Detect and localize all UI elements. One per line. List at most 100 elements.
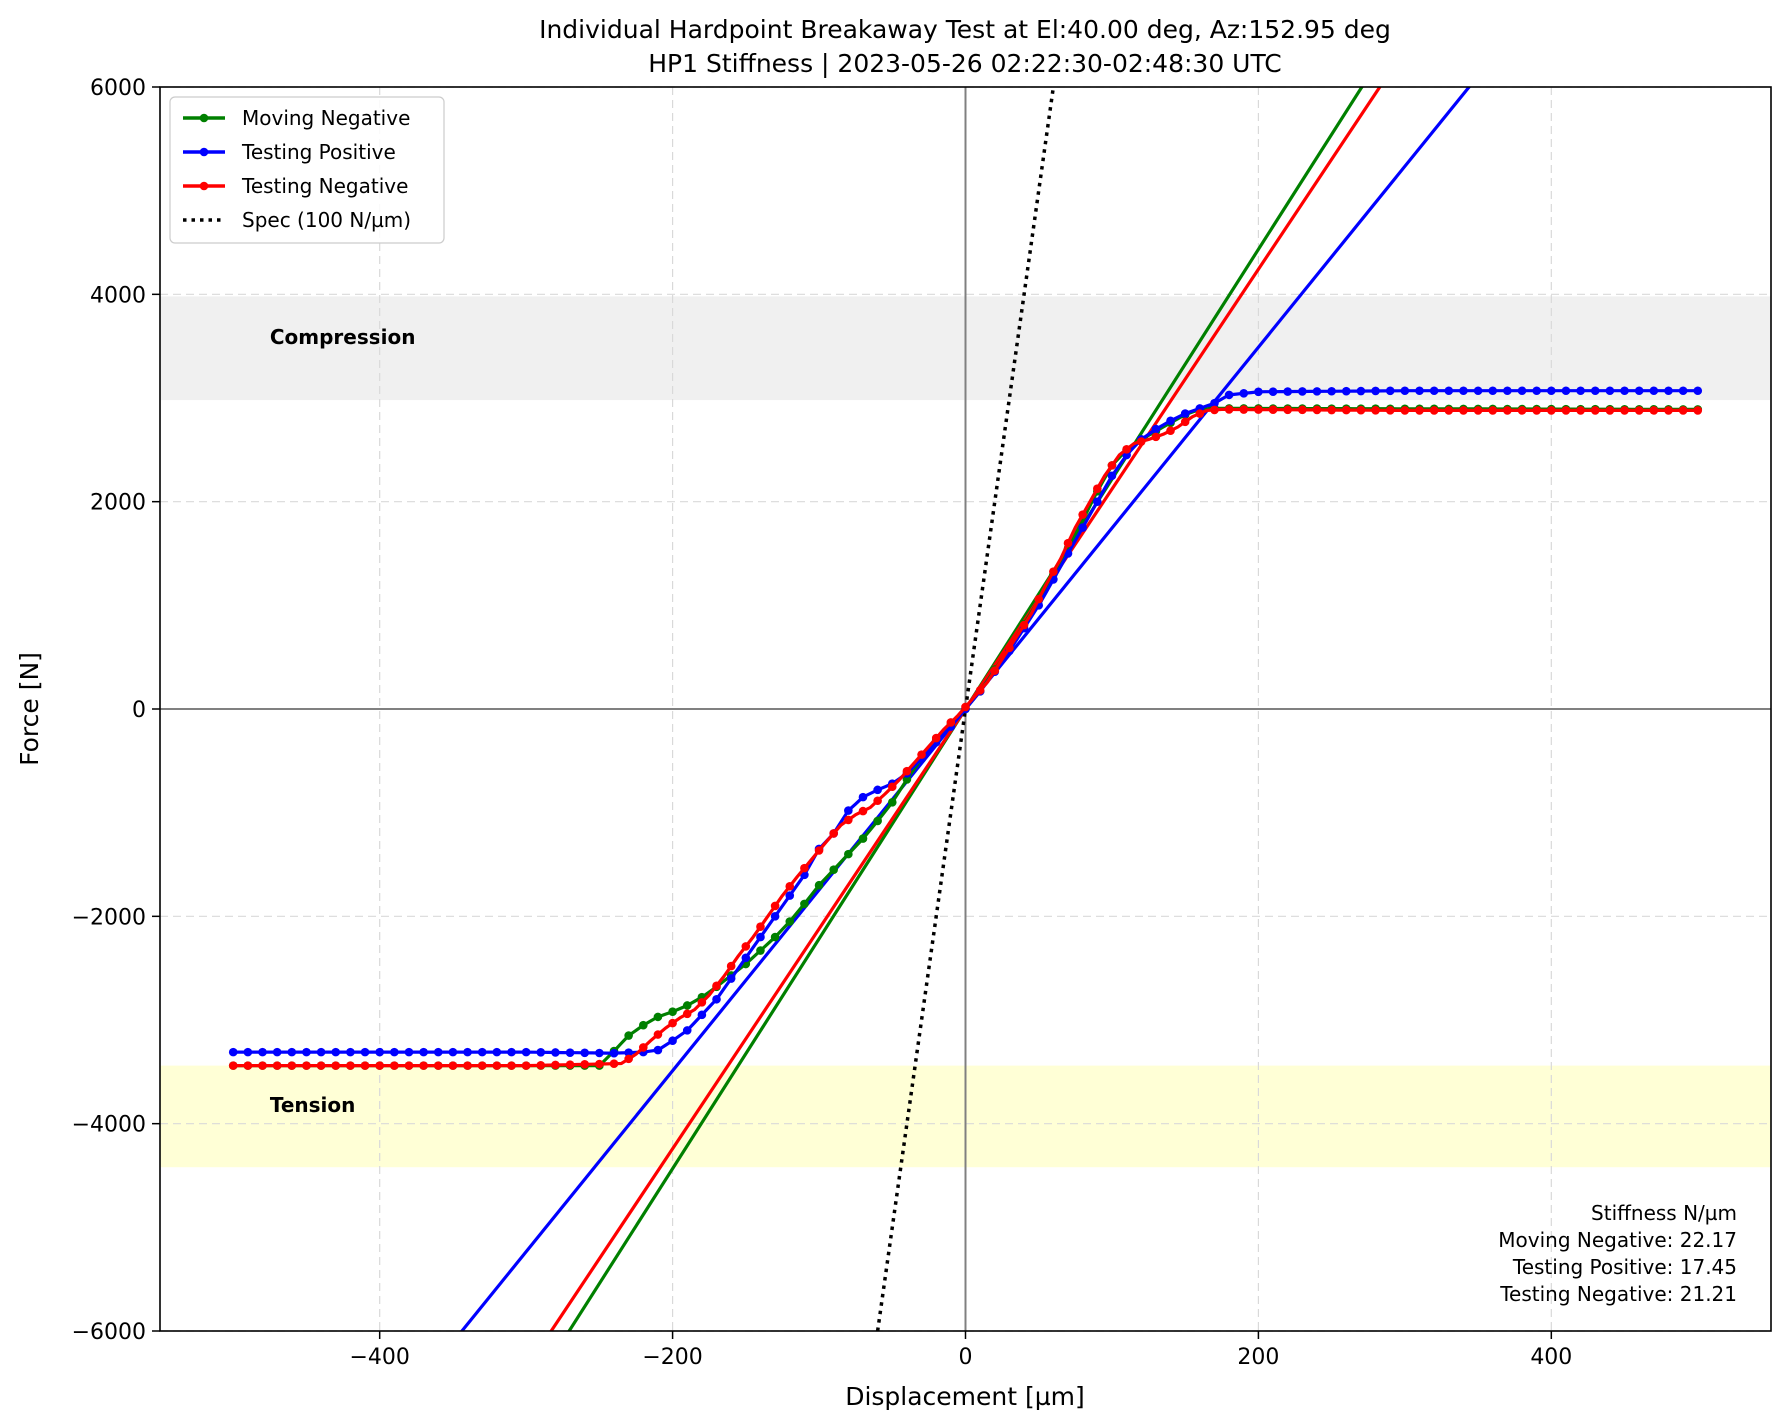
data-point — [1195, 409, 1205, 418]
stiffness-title: Stiffness N/µm — [1591, 1201, 1737, 1225]
data-point — [1620, 406, 1629, 415]
data-point — [1561, 406, 1571, 415]
x-tick-label: 0 — [959, 1345, 973, 1370]
data-point — [1093, 484, 1102, 494]
data-point — [873, 816, 882, 826]
data-point — [814, 880, 824, 890]
data-point — [565, 1060, 575, 1069]
data-point — [1649, 406, 1659, 415]
data-point — [609, 1059, 619, 1068]
data-point — [770, 912, 780, 921]
data-point — [800, 899, 809, 909]
data-point — [346, 1061, 355, 1070]
spec-line — [875, 87, 1056, 1331]
data-point — [404, 1061, 414, 1070]
y-tick-label: 6000 — [90, 76, 146, 101]
data-point — [1049, 567, 1058, 576]
data-point — [521, 1047, 531, 1057]
data-point — [419, 1061, 428, 1070]
data-point — [697, 1010, 707, 1020]
legend-label: Spec (100 N/µm) — [242, 208, 411, 232]
data-point — [1664, 386, 1673, 396]
data-point — [1517, 386, 1527, 396]
data-point — [390, 1047, 399, 1057]
data-point — [873, 796, 882, 806]
data-point — [1576, 386, 1585, 396]
data-point — [756, 932, 765, 942]
data-point — [287, 1047, 297, 1057]
x-axis-label: Displacement [µm] — [845, 1382, 1085, 1411]
data-point — [1078, 510, 1087, 519]
data-point — [1385, 386, 1395, 396]
data-point — [682, 1009, 692, 1019]
data-point — [741, 953, 751, 963]
data-point — [1371, 386, 1380, 396]
data-point — [653, 1012, 663, 1022]
data-point — [536, 1060, 546, 1070]
legend-frame — [169, 96, 445, 244]
data-point — [1459, 386, 1468, 396]
data-point — [272, 1047, 282, 1057]
data-point — [1605, 386, 1615, 396]
data-point — [243, 1047, 253, 1057]
data-point — [1239, 405, 1249, 414]
stiffness-value: Testing Negative: 21.21 — [1499, 1282, 1737, 1306]
y-tick-label: −2000 — [72, 905, 146, 930]
data-point — [653, 1045, 663, 1055]
data-point — [668, 1036, 677, 1046]
data-point — [1166, 426, 1175, 435]
data-point — [975, 686, 985, 695]
data-point — [639, 1020, 648, 1030]
data-point — [1620, 386, 1629, 396]
data-point — [1634, 406, 1644, 415]
data-point — [1503, 386, 1512, 396]
data-point — [1254, 405, 1263, 414]
data-point — [609, 1048, 619, 1058]
data-point — [946, 718, 956, 727]
data-point — [1444, 386, 1454, 396]
data-point — [390, 1061, 399, 1070]
data-point — [624, 1031, 633, 1040]
data-point — [697, 998, 707, 1007]
data-point — [507, 1047, 516, 1057]
data-point — [1678, 386, 1688, 396]
y-axis-label: Force [N] — [15, 652, 44, 766]
data-point — [917, 750, 926, 759]
data-point — [375, 1047, 384, 1057]
data-point — [1107, 471, 1117, 481]
data-point — [477, 1047, 487, 1057]
y-tick-label: −4000 — [72, 1113, 146, 1138]
data-point — [844, 849, 853, 859]
data-point — [1429, 406, 1439, 415]
y-tick-label: 4000 — [90, 283, 146, 308]
stiffness-value: Testing Positive: 17.45 — [1512, 1255, 1737, 1279]
stiffness-value: Moving Negative: 22.17 — [1498, 1228, 1737, 1252]
data-point — [580, 1060, 590, 1069]
data-point — [1503, 406, 1512, 415]
data-point — [1180, 417, 1190, 427]
data-point — [1283, 405, 1292, 415]
data-point — [302, 1047, 311, 1057]
data-point — [419, 1047, 428, 1057]
data-point — [316, 1061, 326, 1070]
data-point — [858, 792, 868, 802]
data-point — [624, 1054, 633, 1064]
data-point — [1107, 461, 1117, 470]
data-point — [668, 1007, 677, 1017]
legend-label: Testing Positive — [241, 140, 396, 164]
data-point — [1664, 406, 1673, 415]
y-tick-label: 2000 — [90, 491, 146, 516]
data-point — [1561, 386, 1571, 396]
data-point — [1341, 386, 1351, 396]
data-point — [1254, 387, 1263, 397]
data-point — [1268, 387, 1278, 396]
data-point — [580, 1048, 590, 1058]
data-point — [858, 806, 868, 816]
data-point — [258, 1061, 267, 1070]
data-point — [844, 806, 853, 815]
data-point — [1312, 387, 1322, 396]
data-point — [1019, 620, 1029, 630]
chart-title: Individual Hardpoint Breakaway Test at E… — [539, 15, 1391, 44]
legend: Moving Negative Testing Positive Testing N… — [169, 96, 445, 244]
data-point — [1224, 390, 1234, 400]
